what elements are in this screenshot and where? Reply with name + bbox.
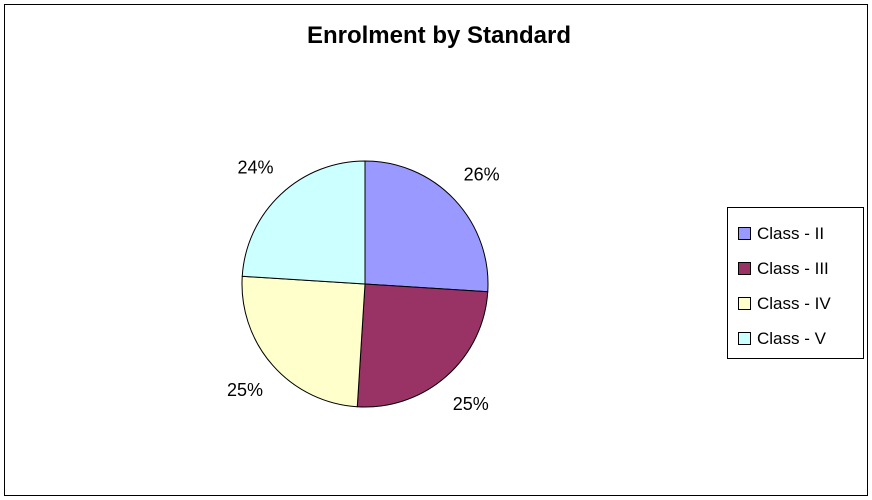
legend-label-class-iv: Class - IV xyxy=(757,293,831,313)
pie-label-class-ii: 26% xyxy=(464,164,500,184)
pie-label-class-iii: 25% xyxy=(453,394,489,414)
legend-swatch-class-ii xyxy=(738,227,751,240)
pie-slice-class-v xyxy=(241,160,366,285)
pie-label-class-v: 24% xyxy=(237,157,273,177)
legend-label-class-v: Class - V xyxy=(757,328,826,348)
pie-label-class-iv: 25% xyxy=(227,380,263,400)
legend: Class - II Class - III Class - IV Class … xyxy=(727,207,864,359)
legend-item-class-iii: Class - III xyxy=(738,251,863,286)
legend-item-class-v: Class - V xyxy=(738,321,863,356)
pie-slice-class-iv xyxy=(241,275,366,408)
legend-swatch-class-iv xyxy=(738,297,751,310)
pie-slice-class-ii xyxy=(364,160,489,293)
legend-swatch-class-v xyxy=(738,332,751,345)
chart-title: Enrolment by Standard xyxy=(306,22,572,49)
legend-item-class-ii: Class - II xyxy=(738,216,863,251)
legend-swatch-class-iii xyxy=(738,262,751,275)
pie-slice-class-iii xyxy=(356,283,489,408)
legend-label-class-iii: Class - III xyxy=(757,258,829,278)
legend-label-class-ii: Class - II xyxy=(757,223,825,243)
legend-item-class-iv: Class - IV xyxy=(738,286,863,321)
